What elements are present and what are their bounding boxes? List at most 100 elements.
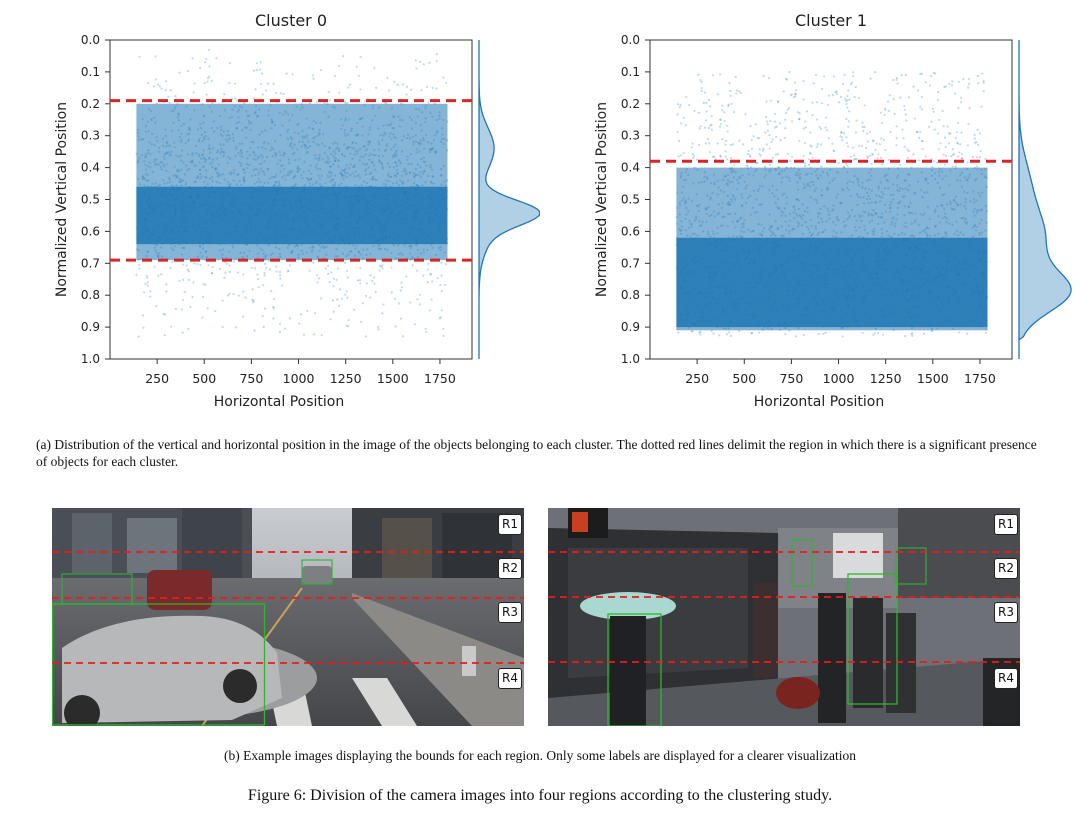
scatter-point bbox=[325, 193, 328, 196]
scatter-point bbox=[262, 252, 265, 255]
scatter-point bbox=[390, 148, 393, 151]
scatter-point bbox=[695, 217, 698, 221]
scatter-point bbox=[172, 109, 175, 112]
scatter-point bbox=[322, 246, 326, 250]
scatter-point bbox=[266, 181, 270, 184]
scatter-point bbox=[386, 162, 389, 165]
scatter-point bbox=[920, 95, 923, 98]
scatter-point bbox=[880, 235, 883, 238]
scatter-point bbox=[687, 103, 691, 107]
scatter-point bbox=[957, 155, 960, 158]
scatter-point bbox=[676, 191, 679, 194]
scatter-point bbox=[409, 204, 412, 207]
scatter-point bbox=[211, 161, 214, 164]
scatter-point bbox=[267, 109, 270, 112]
scatter-point bbox=[875, 238, 879, 241]
scatter-point bbox=[806, 182, 810, 185]
scatter-point bbox=[347, 145, 350, 149]
scatter-point bbox=[382, 303, 385, 306]
scatter-point bbox=[701, 267, 704, 270]
scatter-point bbox=[787, 285, 790, 288]
scatter-point bbox=[221, 217, 225, 220]
scatter-point bbox=[862, 264, 865, 267]
scatter-point bbox=[853, 253, 856, 257]
scatter-point bbox=[415, 173, 418, 177]
scatter-point bbox=[750, 147, 754, 150]
scatter-point bbox=[941, 194, 944, 197]
scatter-point bbox=[930, 120, 933, 123]
scatter-point bbox=[797, 199, 800, 202]
scatter-point bbox=[292, 227, 296, 231]
scatter-point bbox=[943, 136, 947, 139]
scatter-point bbox=[136, 212, 139, 215]
scatter-point bbox=[882, 333, 885, 336]
scatter-point bbox=[410, 219, 414, 223]
scatter-point bbox=[831, 273, 834, 276]
scatter-point bbox=[948, 142, 951, 145]
scatter-point bbox=[415, 184, 418, 187]
scatter-point bbox=[355, 226, 359, 229]
scatter-point bbox=[218, 114, 221, 118]
scatter-point bbox=[199, 186, 202, 189]
scatter-point bbox=[724, 287, 727, 290]
scatter-point bbox=[377, 154, 380, 158]
scatter-point bbox=[446, 242, 449, 245]
scatter-point bbox=[432, 182, 435, 185]
scatter-point bbox=[438, 218, 441, 221]
scatter-point bbox=[932, 240, 935, 243]
scatter-point bbox=[199, 123, 202, 126]
scatter-point bbox=[346, 200, 349, 204]
scatter-point bbox=[703, 305, 707, 308]
scatter-point bbox=[253, 329, 256, 332]
scatter-point bbox=[180, 168, 183, 171]
scatter-point bbox=[403, 191, 407, 195]
scatter-point bbox=[886, 173, 889, 176]
scatter-point bbox=[953, 286, 956, 289]
scatter-point bbox=[763, 326, 766, 329]
scatter-point bbox=[782, 234, 785, 237]
scatter-point bbox=[709, 283, 713, 287]
scatter-point bbox=[444, 184, 447, 187]
scatter-point bbox=[807, 276, 810, 280]
scatter-point bbox=[439, 284, 442, 287]
scatter-point bbox=[791, 238, 795, 241]
scatter-point bbox=[407, 162, 410, 166]
scatter-point bbox=[382, 238, 385, 241]
scatter-point bbox=[834, 235, 838, 238]
scatter-point bbox=[296, 167, 299, 170]
scatter-point bbox=[716, 232, 719, 235]
scatter-point bbox=[910, 267, 913, 270]
scatter-point bbox=[801, 238, 805, 241]
scatter-point bbox=[161, 255, 164, 258]
scatter-point bbox=[832, 204, 835, 207]
scatter-point bbox=[172, 203, 175, 206]
scatter-point bbox=[762, 74, 765, 78]
scatter-point bbox=[973, 278, 977, 281]
scatter-point bbox=[154, 204, 157, 208]
scatter-point bbox=[976, 284, 979, 287]
scatter-point bbox=[179, 187, 182, 190]
scatter-point bbox=[905, 287, 908, 290]
scatter-point bbox=[904, 266, 907, 269]
scatter-point bbox=[351, 204, 354, 208]
scatter-point bbox=[874, 201, 877, 204]
scatter-point bbox=[849, 83, 853, 86]
scatter-point bbox=[676, 130, 679, 134]
scatter-point bbox=[201, 153, 205, 156]
scatter-point bbox=[370, 199, 373, 203]
scatter-point bbox=[154, 121, 157, 124]
scatter-point bbox=[445, 221, 448, 224]
scatter-point bbox=[950, 262, 954, 266]
scatter-point bbox=[760, 267, 763, 271]
scatter-point bbox=[871, 273, 874, 276]
scatter-point bbox=[821, 170, 825, 174]
scatter-point bbox=[171, 188, 174, 191]
scatter-point bbox=[724, 261, 727, 264]
scatter-point bbox=[432, 220, 435, 223]
scatter-point bbox=[136, 248, 139, 251]
scatter-point bbox=[399, 317, 402, 320]
scatter-point bbox=[273, 123, 277, 126]
scatter-point bbox=[860, 219, 863, 222]
scatter-point bbox=[713, 280, 716, 283]
scatter-point bbox=[919, 213, 922, 216]
